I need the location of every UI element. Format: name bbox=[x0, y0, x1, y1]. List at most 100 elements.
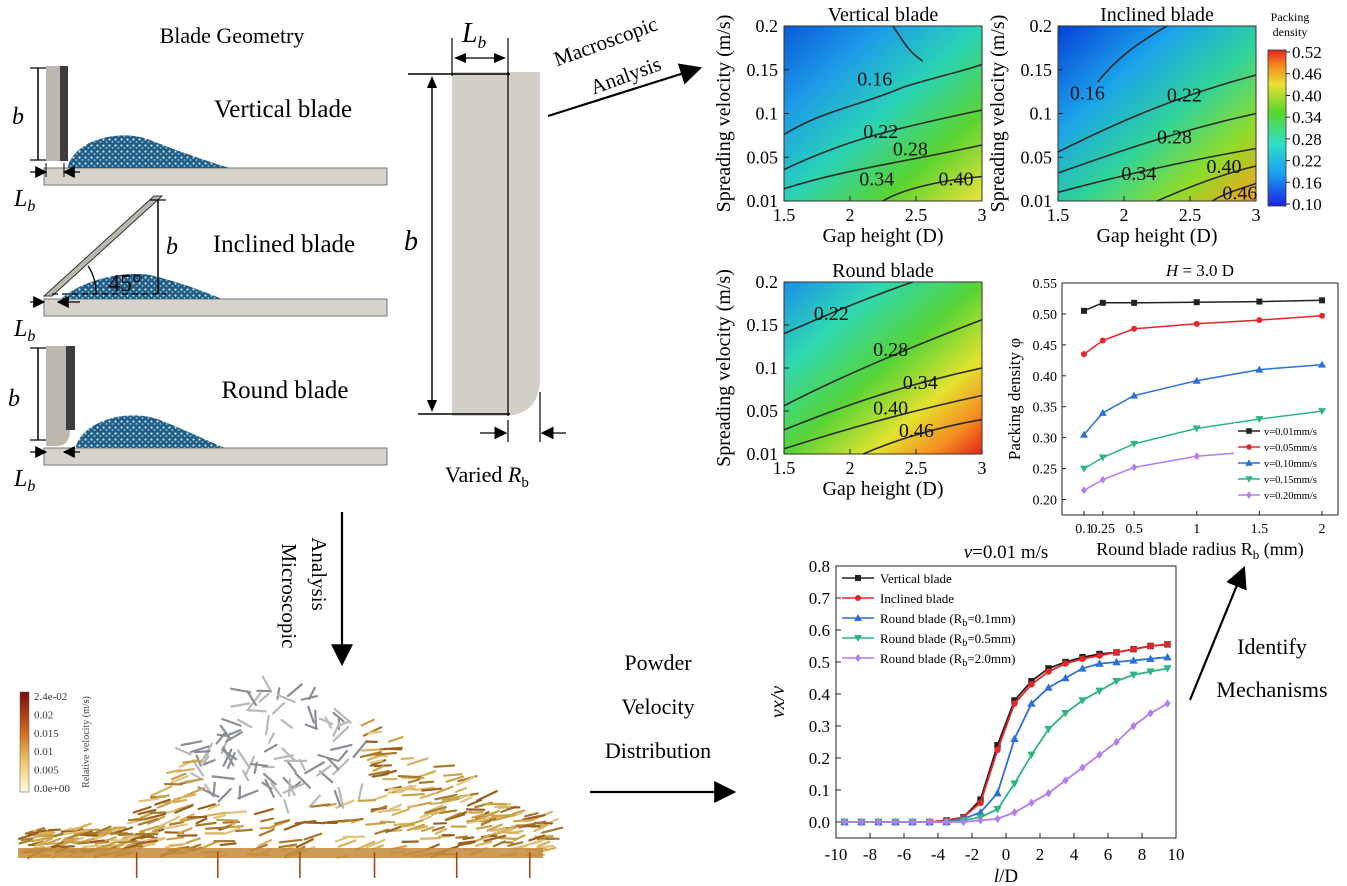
y-tick-label: 0.4 bbox=[809, 685, 831, 704]
substrate-plate bbox=[43, 298, 388, 317]
velocity-vector bbox=[536, 840, 551, 848]
x-tick-label: 8 bbox=[1138, 845, 1147, 864]
velocity-vector bbox=[366, 730, 383, 735]
series-line bbox=[844, 667, 1168, 823]
data-point bbox=[855, 595, 861, 601]
x-axis-label: Gap height (D) bbox=[822, 225, 943, 247]
data-point bbox=[1147, 642, 1154, 650]
legend-label: Inclined blade bbox=[880, 591, 954, 606]
velocity-vector bbox=[235, 828, 254, 833]
velocity-vector bbox=[224, 827, 241, 835]
contour-line bbox=[1057, 74, 1257, 153]
velocity-vector bbox=[203, 758, 216, 766]
velocity-vector bbox=[186, 815, 208, 819]
identify-mechanisms-arrow bbox=[1188, 565, 1247, 701]
velocity-vector bbox=[242, 769, 250, 782]
data-point bbox=[1131, 299, 1138, 306]
velocity-vector bbox=[62, 831, 76, 835]
x-tick-label: 3 bbox=[978, 205, 987, 225]
velocity-vector bbox=[258, 692, 270, 703]
velocity-vector bbox=[225, 730, 243, 743]
velocity-tick-label: 2.4e-02 bbox=[34, 691, 67, 703]
y-tick-label: 0.05 bbox=[1021, 147, 1053, 167]
velocity-vector bbox=[424, 769, 437, 776]
velocity-vector bbox=[193, 749, 211, 754]
thickness-label-L: Lb bbox=[13, 466, 35, 495]
velocity-vector bbox=[217, 787, 232, 803]
velocity-vector bbox=[338, 720, 351, 727]
velocity-vector bbox=[498, 836, 518, 841]
velocity-vector bbox=[38, 830, 54, 835]
velocity-vector bbox=[47, 828, 61, 832]
x-tick-label: 4 bbox=[1070, 845, 1079, 864]
velocity-vector bbox=[135, 839, 158, 846]
vertical-blade-diagram: b Lb Vertical blade bbox=[12, 66, 388, 215]
velocity-vector bbox=[360, 718, 375, 727]
velocity-vector bbox=[434, 827, 448, 835]
data-point bbox=[1028, 678, 1035, 685]
velocity-vector bbox=[470, 815, 487, 823]
series-line bbox=[1083, 410, 1323, 470]
round-blade-cross-section bbox=[452, 72, 540, 416]
contour-line bbox=[783, 367, 983, 431]
data-point bbox=[1099, 475, 1106, 484]
velocity-vector bbox=[215, 732, 226, 745]
velocity-vector bbox=[262, 772, 277, 786]
velocity-vector bbox=[419, 792, 436, 800]
colorbar-ticks: 0.52 0.46 0.40 0.34 0.28 0.22 0.16 0.10 bbox=[1286, 43, 1322, 214]
velocity-vector bbox=[174, 767, 195, 773]
velocity-vector bbox=[278, 838, 303, 844]
velocity-vector bbox=[501, 825, 515, 833]
velocity-vector bbox=[508, 829, 524, 835]
velocity-vector bbox=[165, 823, 188, 830]
inclined-blade-diagram: 45° b Lb Inclined blade bbox=[13, 195, 388, 345]
y-tick-label: 0.01 bbox=[747, 444, 779, 464]
velocity-vector bbox=[401, 792, 425, 797]
data-point bbox=[1079, 655, 1086, 662]
contour-line bbox=[1057, 147, 1257, 194]
velocity-vector bbox=[221, 717, 242, 727]
velocity-vector bbox=[324, 716, 333, 729]
velocity-vector bbox=[177, 827, 193, 835]
data-point bbox=[1193, 452, 1200, 461]
colorbar-title-line2: density bbox=[1273, 25, 1308, 39]
velocity-vector bbox=[424, 805, 447, 815]
velocity-vector bbox=[117, 832, 133, 837]
velocity-vector bbox=[151, 825, 166, 833]
angle-label: 45° bbox=[108, 271, 142, 297]
velocity-colorbar bbox=[19, 691, 30, 793]
data-point bbox=[1027, 751, 1036, 759]
velocity-vector bbox=[480, 817, 497, 826]
contour-value-label: 0.16 bbox=[1070, 83, 1105, 105]
velocity-vector bbox=[271, 702, 285, 715]
contour-value-label: 0.46 bbox=[1222, 182, 1257, 204]
velocity-vector bbox=[359, 751, 382, 759]
contour-plot-3: 0.22 0.28 0.34 0.400.46 Round blade 0.2 0.15 0.… bbox=[713, 260, 987, 500]
data-point bbox=[1245, 459, 1253, 466]
data-point bbox=[1130, 440, 1139, 448]
velocity-vector bbox=[145, 838, 162, 847]
data-point bbox=[1079, 763, 1086, 772]
y-tick-label: 0.1 bbox=[809, 781, 830, 800]
data-point bbox=[1192, 376, 1201, 384]
series-line bbox=[1083, 299, 1323, 312]
contour-value-label: 0.46 bbox=[899, 420, 934, 442]
colorbar-tick-label: 0.10 bbox=[1292, 195, 1322, 214]
y-tick-label: 0.05 bbox=[747, 147, 779, 167]
velocity-vector bbox=[374, 751, 397, 756]
velocity-vector bbox=[20, 837, 34, 842]
chart-title: H = 3.0 D bbox=[1165, 261, 1234, 280]
identify-label: Identify bbox=[1237, 634, 1307, 659]
data-point bbox=[1319, 312, 1325, 319]
contour-line bbox=[892, 25, 924, 62]
x-tick-label: 1.5 bbox=[773, 458, 796, 478]
contour-plot-title: Round blade bbox=[832, 260, 934, 282]
velocity-vector bbox=[521, 840, 543, 847]
x-axis-label: l/D bbox=[994, 866, 1018, 886]
velocity-vector bbox=[372, 765, 385, 772]
contour-value-label: 0.34 bbox=[859, 168, 894, 190]
contour-value-label: 0.22 bbox=[814, 303, 849, 325]
data-point bbox=[1245, 476, 1253, 483]
data-point bbox=[1256, 317, 1263, 324]
velocity-vector bbox=[195, 821, 217, 827]
